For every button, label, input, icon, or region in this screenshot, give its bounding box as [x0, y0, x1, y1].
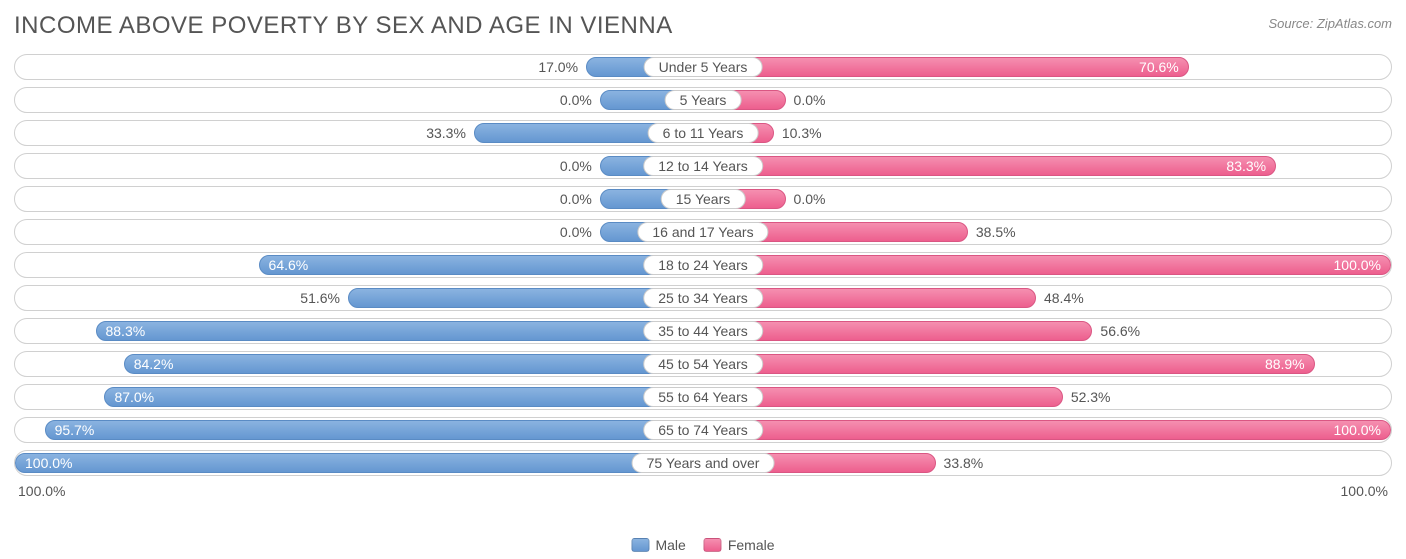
x-axis: 100.0% 100.0%: [14, 483, 1392, 499]
chart-row: 64.6% 100.0% 18 to 24 Years: [14, 252, 1392, 278]
category-label: Under 5 Years: [644, 57, 763, 77]
category-label: 5 Years: [665, 90, 742, 110]
category-label: 15 Years: [661, 189, 746, 209]
female-value-label: 56.6%: [1100, 323, 1140, 339]
female-bar: [703, 57, 1189, 77]
chart-row: 100.0% 33.8% 75 Years and over: [14, 450, 1392, 476]
male-value-label: 51.6%: [300, 290, 340, 306]
category-label: 16 and 17 Years: [637, 222, 768, 242]
female-bar: [703, 420, 1391, 440]
male-value-label: 64.6%: [269, 257, 309, 273]
chart-row: 0.0% 0.0% 15 Years: [14, 186, 1392, 212]
female-value-label: 48.4%: [1044, 290, 1084, 306]
male-value-label: 33.3%: [426, 125, 466, 141]
female-value-label: 0.0%: [794, 92, 826, 108]
source-label: Source: ZipAtlas.com: [1268, 16, 1392, 31]
chart-row: 0.0% 83.3% 12 to 14 Years: [14, 153, 1392, 179]
category-label: 45 to 54 Years: [643, 354, 763, 374]
male-value-label: 87.0%: [114, 389, 154, 405]
male-bar: [104, 387, 703, 407]
category-label: 6 to 11 Years: [648, 123, 759, 143]
female-bar: [703, 156, 1276, 176]
female-bar: [703, 255, 1391, 275]
axis-right-label: 100.0%: [1341, 483, 1388, 499]
female-value-label: 52.3%: [1071, 389, 1111, 405]
male-value-label: 95.7%: [55, 422, 95, 438]
legend-male: Male: [631, 537, 685, 553]
category-label: 55 to 64 Years: [643, 387, 763, 407]
male-bar: [259, 255, 703, 275]
male-value-label: 0.0%: [560, 158, 592, 174]
male-value-label: 0.0%: [560, 92, 592, 108]
chart-row: 17.0% 70.6% Under 5 Years: [14, 54, 1392, 80]
legend: Male Female: [631, 537, 774, 553]
male-value-label: 0.0%: [560, 224, 592, 240]
female-value-label: 70.6%: [1139, 59, 1179, 75]
chart-area: 17.0% 70.6% Under 5 Years 0.0% 0.0% 5 Years 33…: [14, 54, 1392, 476]
category-label: 12 to 14 Years: [643, 156, 763, 176]
female-value-label: 0.0%: [794, 191, 826, 207]
female-value-label: 38.5%: [976, 224, 1016, 240]
category-label: 65 to 74 Years: [643, 420, 763, 440]
chart-row: 84.2% 88.9% 45 to 54 Years: [14, 351, 1392, 377]
axis-left-label: 100.0%: [18, 483, 65, 499]
female-value-label: 83.3%: [1226, 158, 1266, 174]
male-bar: [45, 420, 703, 440]
male-bar: [96, 321, 704, 341]
female-value-label: 100.0%: [1334, 257, 1381, 273]
female-value-label: 100.0%: [1334, 422, 1381, 438]
legend-female-label: Female: [728, 537, 775, 553]
female-value-label: 33.8%: [944, 455, 984, 471]
female-swatch-icon: [704, 538, 722, 552]
legend-female: Female: [704, 537, 775, 553]
chart-row: 0.0% 38.5% 16 and 17 Years: [14, 219, 1392, 245]
category-label: 35 to 44 Years: [643, 321, 763, 341]
male-value-label: 84.2%: [134, 356, 174, 372]
category-label: 25 to 34 Years: [643, 288, 763, 308]
male-value-label: 17.0%: [538, 59, 578, 75]
chart-row: 51.6% 48.4% 25 to 34 Years: [14, 285, 1392, 311]
male-value-label: 0.0%: [560, 191, 592, 207]
legend-male-label: Male: [655, 537, 685, 553]
chart-row: 95.7% 100.0% 65 to 74 Years: [14, 417, 1392, 443]
female-value-label: 88.9%: [1265, 356, 1305, 372]
chart-row: 33.3% 10.3% 6 to 11 Years: [14, 120, 1392, 146]
chart-title: INCOME ABOVE POVERTY BY SEX AND AGE IN V…: [14, 12, 673, 40]
male-swatch-icon: [631, 538, 649, 552]
male-bar: [15, 453, 703, 473]
male-bar: [124, 354, 703, 374]
male-value-label: 100.0%: [25, 455, 72, 471]
category-label: 75 Years and over: [632, 453, 775, 473]
chart-row: 87.0% 52.3% 55 to 64 Years: [14, 384, 1392, 410]
chart-row: 88.3% 56.6% 35 to 44 Years: [14, 318, 1392, 344]
chart-row: 0.0% 0.0% 5 Years: [14, 87, 1392, 113]
male-value-label: 88.3%: [105, 323, 145, 339]
chart-header: INCOME ABOVE POVERTY BY SEX AND AGE IN V…: [14, 12, 1392, 40]
female-value-label: 10.3%: [782, 125, 822, 141]
category-label: 18 to 24 Years: [643, 255, 763, 275]
female-bar: [703, 354, 1315, 374]
